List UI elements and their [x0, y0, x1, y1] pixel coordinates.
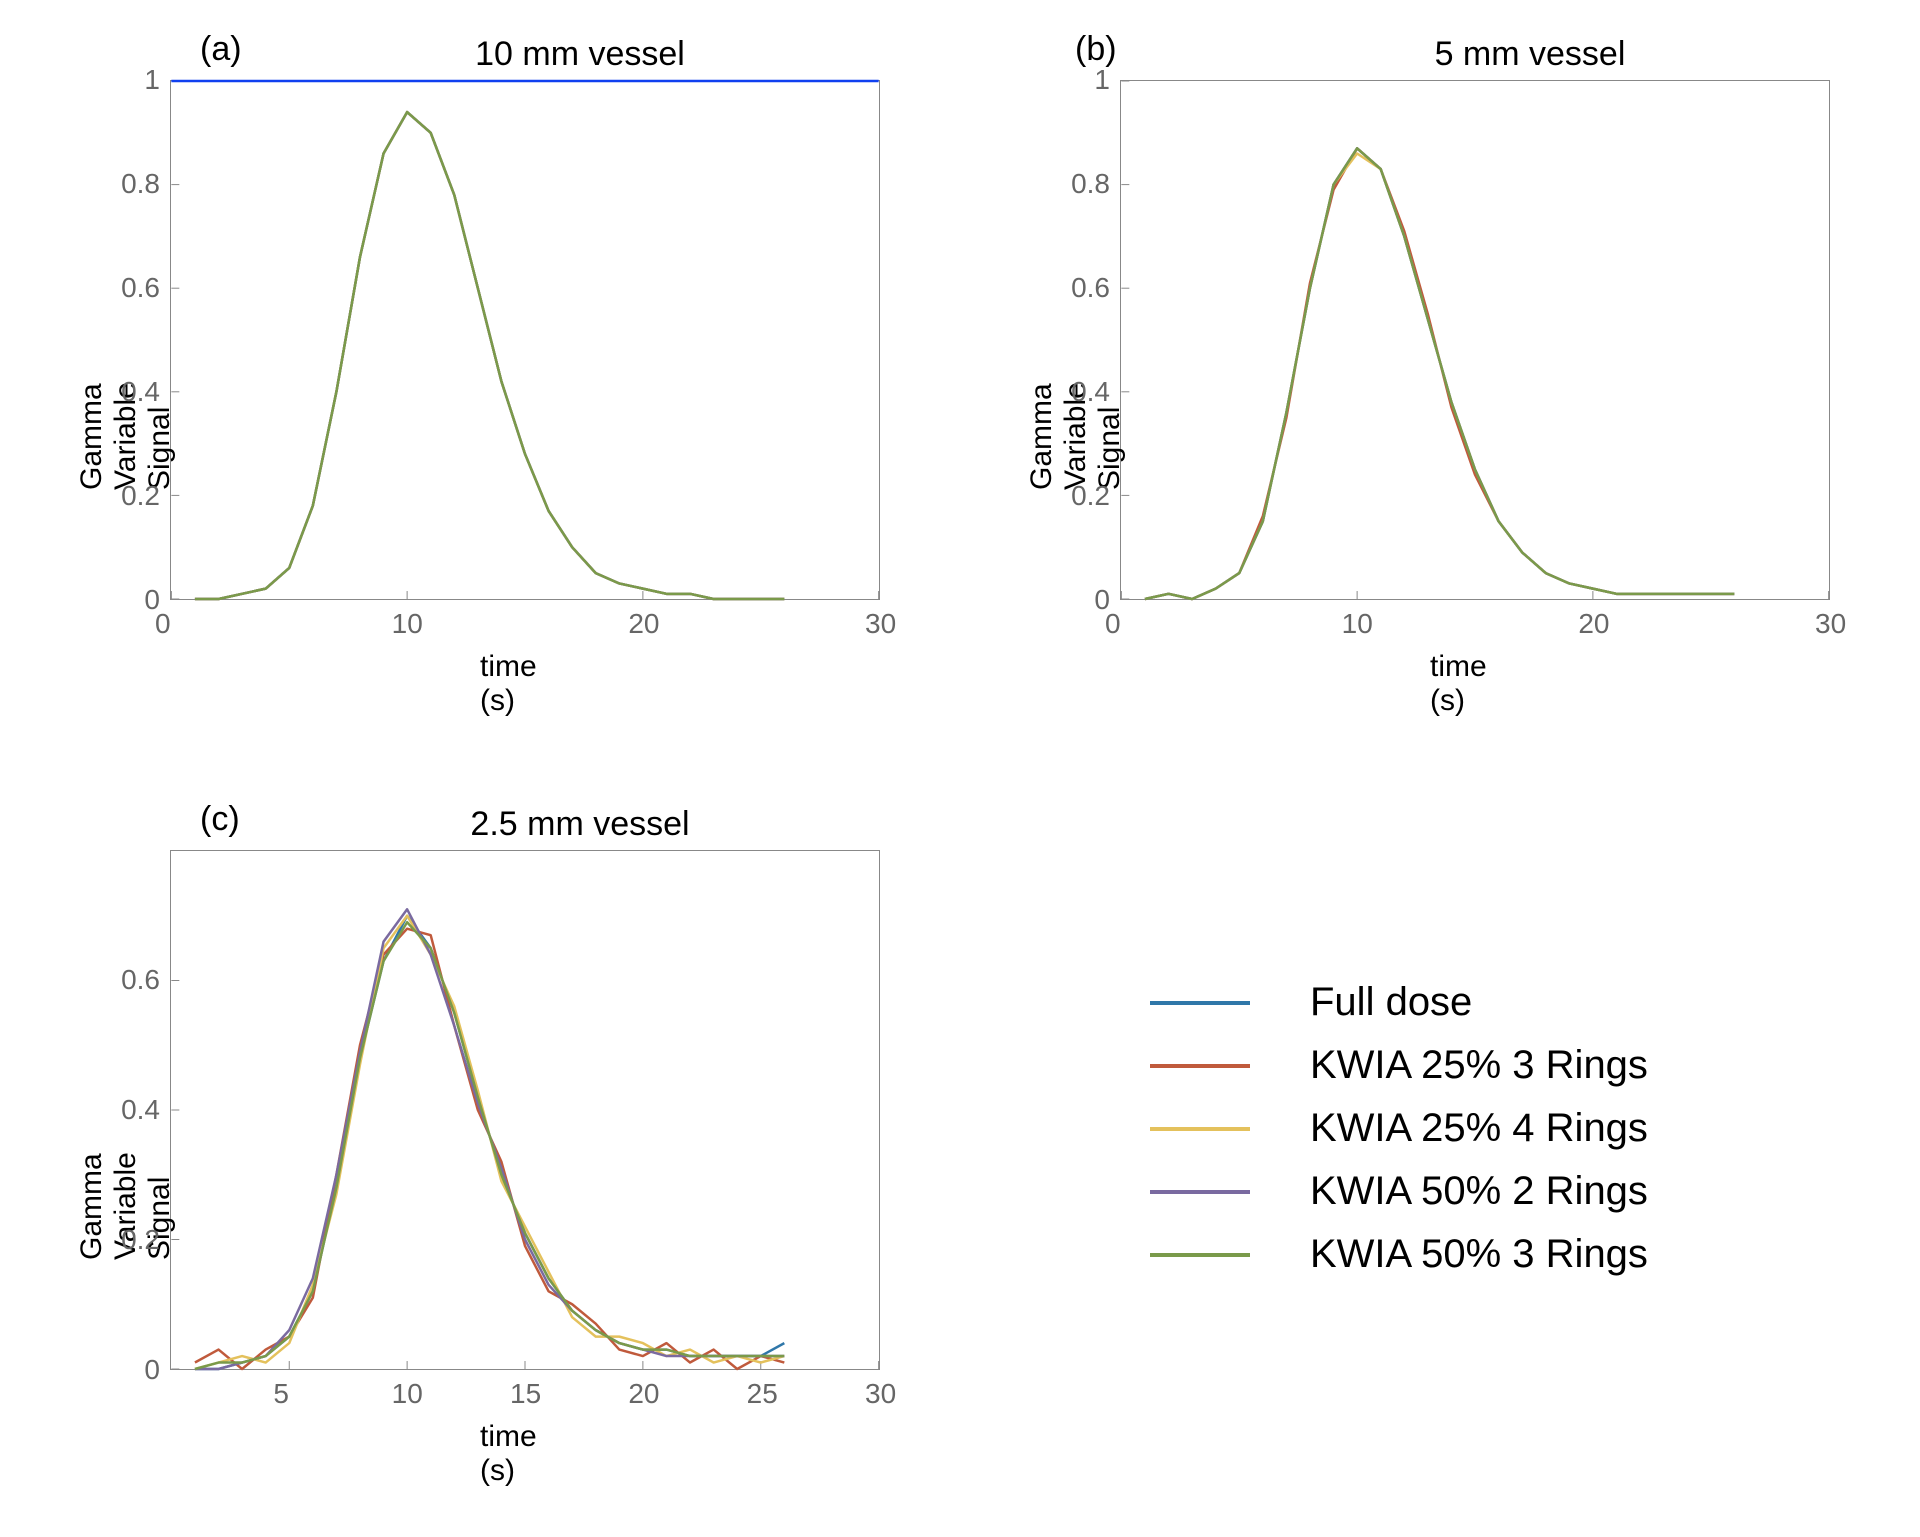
panel-c-xlabel: time (s) — [480, 1420, 537, 1488]
ytick-label: 0.6 — [110, 272, 160, 304]
ytick-label: 0.4 — [1060, 376, 1110, 408]
series-kwia_50_3 — [1145, 148, 1734, 599]
panel-b-plot-area — [1120, 80, 1830, 600]
legend-item-full_dose: Full dose — [1150, 980, 1648, 1025]
series-kwia_50_3 — [195, 922, 784, 1369]
panel-b-title: 5 mm vessel — [1330, 35, 1730, 74]
ytick-label: 0.6 — [110, 964, 160, 996]
ytick-label: 0 — [1060, 584, 1110, 616]
ytick-label: 0.8 — [110, 168, 160, 200]
xtick-label: 25 — [747, 1378, 778, 1410]
series-kwia_25_4 — [195, 112, 784, 599]
xtick-label: 10 — [392, 608, 423, 640]
series-full_dose — [1145, 148, 1734, 599]
panel-a-title: 10 mm vessel — [380, 35, 780, 74]
series-kwia_25_4 — [1145, 154, 1734, 599]
panel-c-plot-area — [170, 850, 880, 1370]
legend-label: KWIA 50% 3 Rings — [1310, 1232, 1648, 1277]
xtick-label: 20 — [628, 1378, 659, 1410]
series-kwia_25_4 — [195, 916, 784, 1369]
legend-label: KWIA 50% 2 Rings — [1310, 1169, 1648, 1214]
series-full_dose — [195, 112, 784, 599]
xtick-label: 30 — [865, 1378, 896, 1410]
legend-swatch — [1150, 1253, 1250, 1257]
legend: Full dose KWIA 25% 3 Rings KWIA 25% 4 Ring… — [1150, 980, 1648, 1295]
series-kwia_50_2 — [1145, 148, 1734, 599]
legend-swatch — [1150, 1190, 1250, 1194]
legend-swatch — [1150, 1001, 1250, 1005]
legend-swatch — [1150, 1127, 1250, 1131]
ytick-label: 0.2 — [110, 480, 160, 512]
xtick-label: 20 — [1578, 608, 1609, 640]
panel-a-xlabel: time (s) — [480, 650, 537, 718]
legend-item-kwia_50_2: KWIA 50% 2 Rings — [1150, 1169, 1648, 1214]
ytick-label: 1 — [1060, 64, 1110, 96]
ytick-label: 0 — [110, 1354, 160, 1386]
legend-item-kwia_25_4: KWIA 25% 4 Rings — [1150, 1106, 1648, 1151]
panel-a-plot-area — [170, 80, 880, 600]
xtick-label: 30 — [1815, 608, 1846, 640]
legend-item-kwia_25_3: KWIA 25% 3 Rings — [1150, 1043, 1648, 1088]
ytick-label: 0.6 — [1060, 272, 1110, 304]
series-kwia_50_3 — [195, 112, 784, 599]
panel-c-title: 2.5 mm vessel — [380, 805, 780, 844]
legend-label: KWIA 25% 3 Rings — [1310, 1043, 1648, 1088]
xtick-label: 10 — [392, 1378, 423, 1410]
ytick-label: 0.4 — [110, 1094, 160, 1126]
xtick-label: 5 — [273, 1378, 289, 1410]
xtick-label: 15 — [510, 1378, 541, 1410]
legend-label: KWIA 25% 4 Rings — [1310, 1106, 1648, 1151]
ytick-label: 0.8 — [1060, 168, 1110, 200]
xtick-label: 10 — [1342, 608, 1373, 640]
series-kwia_50_2 — [195, 112, 784, 599]
xtick-label: 20 — [628, 608, 659, 640]
ytick-label: 0.4 — [110, 376, 160, 408]
series-kwia_25_3 — [1145, 148, 1734, 599]
xtick-label: 30 — [865, 608, 896, 640]
figure: (a) 10 mm vessel Gamma Variable Signal t… — [20, 20, 1920, 1517]
legend-label: Full dose — [1310, 980, 1472, 1025]
ytick-label: 0.2 — [1060, 480, 1110, 512]
series-kwia_25_3 — [195, 112, 784, 599]
ytick-label: 0 — [110, 584, 160, 616]
legend-item-kwia_50_3: KWIA 50% 3 Rings — [1150, 1232, 1648, 1277]
panel-a-label: (a) — [200, 30, 242, 69]
ytick-label: 1 — [110, 64, 160, 96]
panel-c-label: (c) — [200, 800, 240, 839]
ytick-label: 0.2 — [110, 1224, 160, 1256]
series-full_dose — [195, 916, 784, 1369]
series-kwia_25_3 — [195, 929, 784, 1369]
panel-b-xlabel: time (s) — [1430, 650, 1487, 718]
legend-swatch — [1150, 1064, 1250, 1068]
